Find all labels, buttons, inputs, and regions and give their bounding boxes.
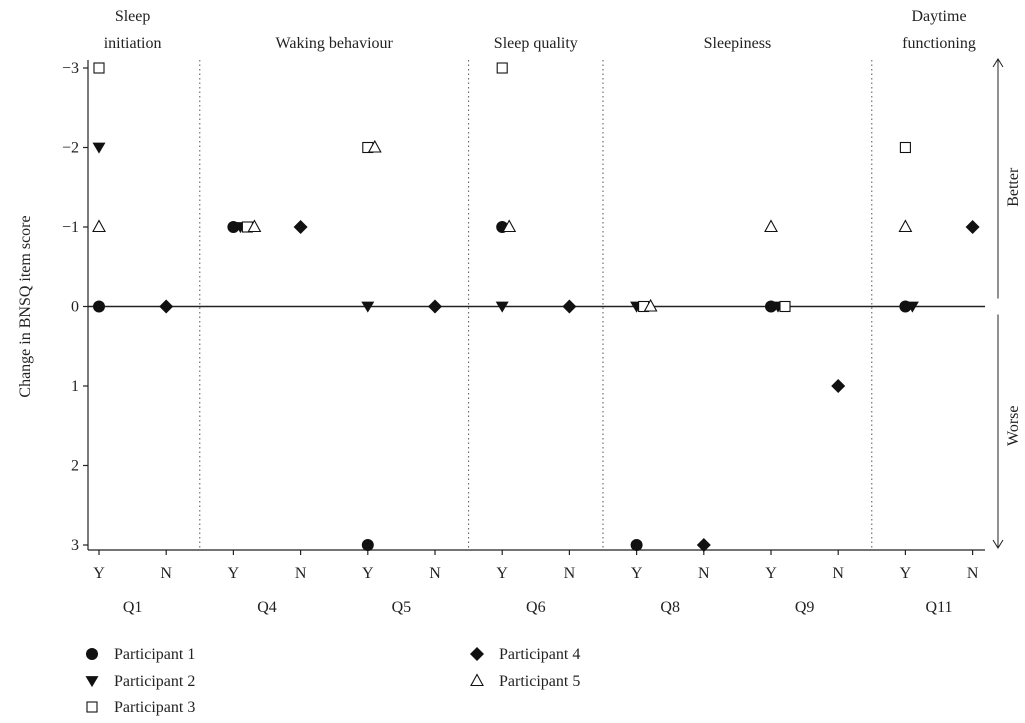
y-axis-title: Change in BNSQ item score	[17, 215, 34, 397]
point-participant-2	[92, 142, 106, 154]
better-worse-indicator: Better Worse	[992, 58, 1022, 549]
point-participant-2	[361, 301, 375, 313]
x-tick-label: Y	[765, 565, 777, 582]
legend: Participant 1 Participant 2 Participant 3 P…	[85, 646, 580, 716]
point-participant-4	[562, 299, 577, 314]
y-tick-label: −2	[62, 140, 79, 157]
point-participant-3	[899, 141, 911, 154]
better-arrowhead	[992, 58, 1004, 68]
x-tick-label: N	[967, 565, 979, 582]
question-label: Q4	[257, 599, 277, 616]
section-title: functioning	[902, 35, 976, 52]
section-title: initiation	[104, 35, 162, 52]
section-title: Sleep	[115, 8, 151, 25]
point-participant-5	[643, 298, 658, 312]
x-tick-label: N	[295, 565, 307, 582]
section-title: Sleepiness	[704, 35, 772, 52]
y-tick-label: −3	[62, 60, 79, 77]
x-tick-label: Y	[228, 565, 240, 582]
legend-marker-1	[86, 648, 98, 660]
legend-marker-3	[86, 701, 98, 713]
point-participant-5	[367, 139, 382, 153]
point-participant-4	[159, 299, 174, 314]
x-tick-label: Y	[362, 565, 374, 582]
point-participant-3	[779, 300, 791, 313]
x-tick-label: Y	[496, 565, 508, 582]
legend-label-2: Participant 2	[114, 673, 195, 690]
point-participant-1	[93, 300, 105, 313]
axes: −3 −2 −1 0 1 2 3 Change in BNSQ item score Y N Q1 Y…	[17, 60, 985, 616]
legend-marker-5	[470, 673, 484, 687]
question-label: Q6	[526, 599, 546, 616]
section-dividers	[199, 60, 873, 550]
point-participant-3	[496, 62, 508, 74]
point-participant-5	[247, 219, 262, 233]
section-titles: Sleep initiation Waking behaviour Sleep qua…	[104, 8, 976, 52]
point-participant-4	[965, 220, 980, 234]
y-tick-label: 1	[71, 378, 79, 395]
legend-label-1: Participant 1	[114, 646, 195, 663]
legend-marker-2	[85, 676, 99, 688]
section-title: Waking behaviour	[276, 35, 394, 52]
section-title: Daytime	[911, 8, 966, 25]
question-label: Q11	[926, 599, 953, 616]
x-tick-label: Y	[631, 565, 643, 582]
point-participant-2	[905, 301, 919, 313]
x-tick-label: N	[564, 565, 576, 582]
legend-label-3: Participant 3	[114, 699, 195, 716]
section-title: Sleep quality	[494, 35, 578, 52]
y-tick-label: 2	[71, 458, 79, 475]
legend-label-4: Participant 4	[499, 646, 580, 663]
x-tick-label: N	[698, 565, 710, 582]
point-participant-3	[93, 62, 105, 74]
point-participant-4	[428, 299, 442, 314]
worse-label: Worse	[1005, 406, 1022, 446]
question-label: Q1	[123, 599, 143, 616]
point-participant-5	[764, 219, 778, 233]
x-tick-label: N	[429, 565, 441, 582]
point-participant-5	[898, 219, 913, 233]
better-label: Better	[1005, 167, 1022, 207]
worse-arrowhead	[992, 539, 1004, 549]
point-participant-1	[630, 539, 643, 551]
y-tick-label: −1	[62, 219, 79, 236]
data-points	[92, 62, 980, 552]
legend-label-5: Participant 5	[499, 673, 580, 690]
x-tick-label: N	[832, 565, 844, 582]
point-participant-5	[502, 219, 517, 233]
x-tick-label: N	[160, 565, 172, 582]
point-participant-4	[696, 538, 711, 552]
question-label: Q5	[392, 599, 412, 616]
point-participant-1	[361, 539, 374, 551]
x-tick-label: Y	[93, 565, 105, 582]
point-participant-4	[293, 220, 308, 234]
question-label: Q8	[660, 599, 680, 616]
y-tick-label: 0	[71, 299, 79, 316]
point-participant-5	[92, 219, 106, 233]
x-tick-label: Y	[900, 565, 912, 582]
y-tick-label: 3	[71, 537, 79, 554]
point-participant-4	[831, 379, 846, 393]
point-participant-2	[495, 301, 509, 313]
legend-marker-4	[470, 647, 484, 661]
question-label: Q9	[795, 599, 815, 616]
